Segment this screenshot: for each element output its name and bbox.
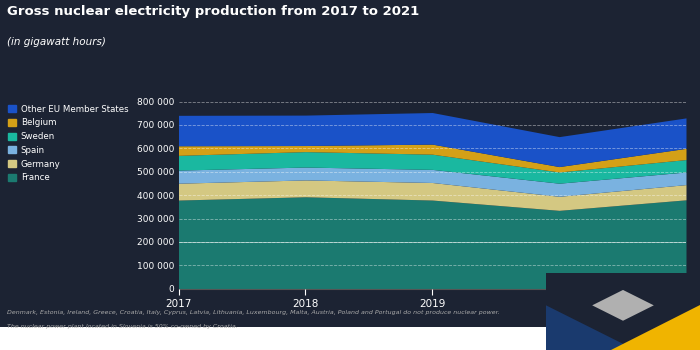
- Polygon shape: [592, 290, 654, 321]
- Text: eurostat: eurostat: [15, 327, 69, 337]
- Text: Denmark, Estonia, Ireland, Greece, Croatia, Italy, Cyprus, Latvia, Lithuania, Lu: Denmark, Estonia, Ireland, Greece, Croat…: [7, 310, 500, 315]
- Text: Gross nuclear electricity production from 2017 to 2021: Gross nuclear electricity production fro…: [7, 5, 419, 18]
- Legend: Other EU Member States, Belgium, Sweden, Spain, Germany, France: Other EU Member States, Belgium, Sweden,…: [8, 105, 128, 182]
- Text: The nuclear power plant located in Slovenia is 50% co-owned by Croatia.: The nuclear power plant located in Slove…: [7, 324, 238, 329]
- Polygon shape: [610, 305, 700, 350]
- Polygon shape: [546, 305, 636, 350]
- Text: (in gigawatt hours): (in gigawatt hours): [7, 37, 106, 47]
